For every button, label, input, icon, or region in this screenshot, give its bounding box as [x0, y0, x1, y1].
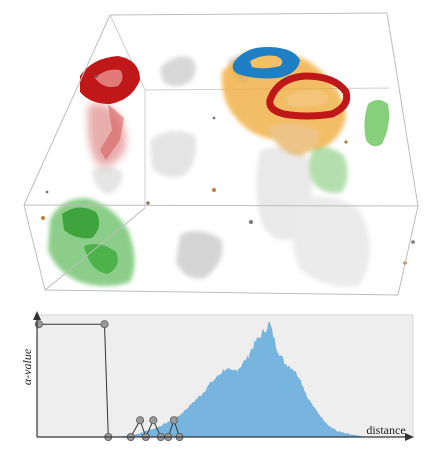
- y-axis-arrow: [33, 311, 41, 320]
- control-point-5[interactable]: [136, 416, 145, 425]
- histogram-area: [37, 321, 412, 437]
- control-point-2[interactable]: [100, 320, 109, 329]
- bounding-box: [23, 12, 419, 296]
- y-axis-label: α-value: [20, 348, 34, 385]
- histogram: [37, 321, 412, 437]
- volume-rendering[interactable]: [0, 0, 446, 305]
- control-point-10[interactable]: [169, 416, 178, 425]
- red-ring-right: [266, 72, 351, 120]
- control-point-7[interactable]: [149, 416, 158, 425]
- x-axis-label: distance: [366, 423, 405, 437]
- green-structure-right: [309, 100, 390, 193]
- blue-ring: [232, 46, 300, 79]
- control-point-1[interactable]: [34, 320, 43, 329]
- transfer-function-editor[interactable]: α-value distance: [0, 305, 446, 451]
- green-structure-left: [48, 198, 135, 286]
- red-structure-left: [80, 56, 140, 166]
- x-axis-arrow: [405, 433, 414, 441]
- particles: [41, 74, 415, 265]
